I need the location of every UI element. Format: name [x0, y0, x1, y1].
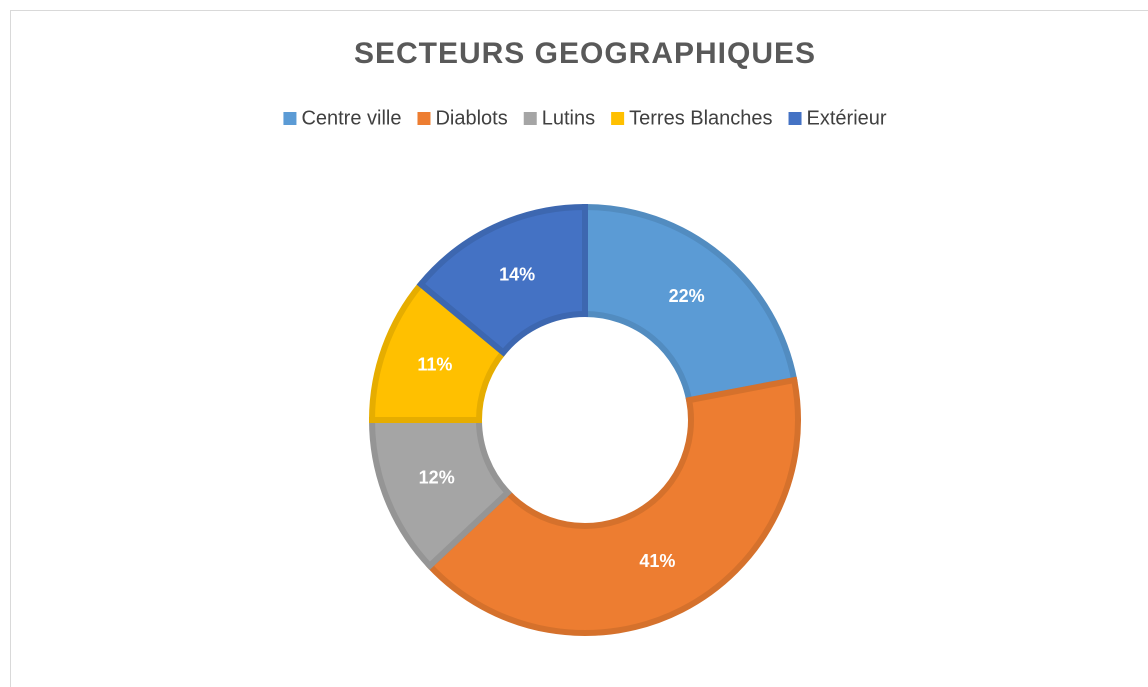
legend-swatch: [788, 112, 802, 125]
chart-title: SECTEURS GEOGRAPHIQUES: [354, 37, 816, 70]
data-label: 22%: [669, 286, 705, 306]
legend-label: Diablots: [435, 107, 507, 129]
data-label: 41%: [639, 551, 675, 571]
legend: Centre ville Diablots Lutins Terres Blanche…: [283, 107, 887, 129]
legend-swatch: [611, 112, 625, 125]
donut-slice: [582, 203, 798, 404]
legend-label: Terres Blanches: [629, 107, 772, 129]
data-label: 14%: [499, 264, 535, 284]
data-label: 11%: [417, 355, 452, 375]
legend-label: Extérieur: [807, 107, 887, 129]
legend-label: Centre ville: [301, 107, 401, 129]
donut-slice: [425, 376, 801, 636]
donut-slice: [416, 203, 588, 357]
legend-label: Lutins: [542, 107, 595, 129]
data-label: 12%: [419, 467, 455, 487]
legend-swatch: [523, 112, 537, 125]
legend-swatch: [417, 112, 431, 125]
legend-swatch: [283, 112, 297, 125]
